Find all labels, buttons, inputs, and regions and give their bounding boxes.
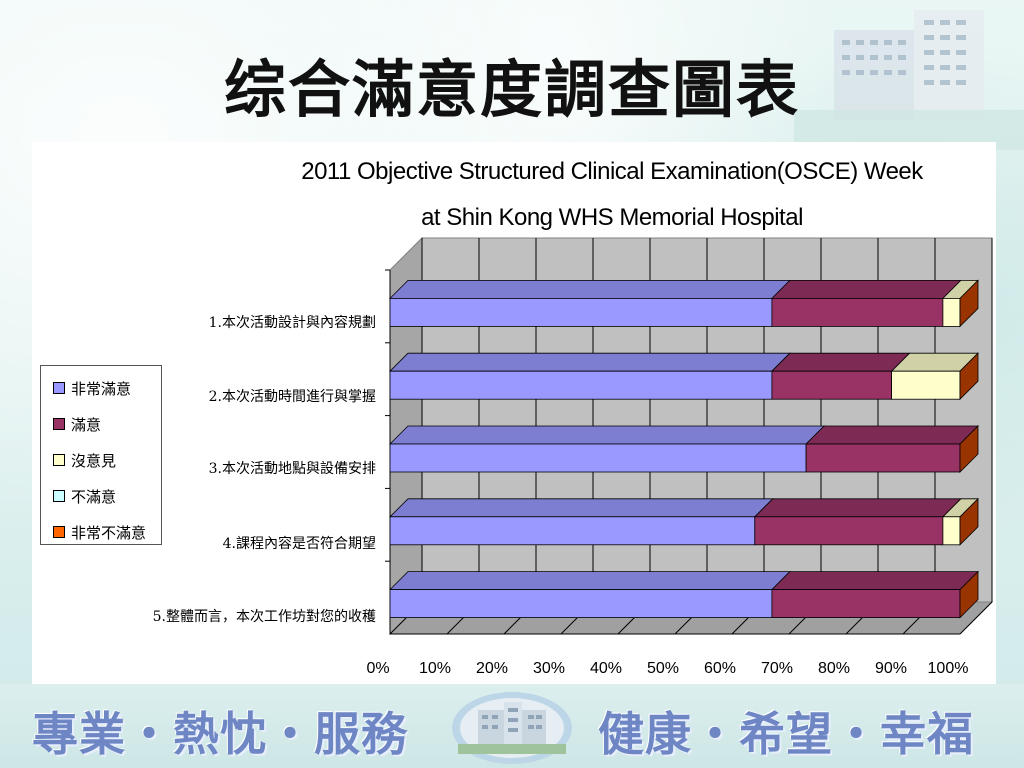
x-tick-label: 0% bbox=[366, 660, 390, 677]
footer-banner: 專業・熱忱・服務 健康・希望・幸福 bbox=[0, 684, 1024, 768]
bar-segment bbox=[389, 370, 773, 400]
bar-end-face bbox=[959, 352, 979, 401]
legend-swatch bbox=[53, 526, 65, 538]
bar-segment bbox=[942, 297, 961, 327]
chart-title: 2011 Objective Structured Clinical Exami… bbox=[301, 158, 923, 185]
bar-segment-top bbox=[770, 571, 979, 591]
legend-item: 不滿意 bbox=[53, 486, 116, 506]
chart-plot bbox=[385, 236, 994, 636]
x-tick-label: 10% bbox=[418, 660, 452, 677]
bar-segment bbox=[389, 516, 756, 546]
legend-label: 滿意 bbox=[71, 415, 102, 434]
footer-slogan-left: 專業・熱忱・服務 bbox=[32, 707, 408, 761]
bar-segment-top bbox=[805, 425, 979, 445]
bar-end-face bbox=[959, 279, 979, 328]
bar-segment-top bbox=[389, 571, 791, 591]
x-tick-label: 60% bbox=[703, 660, 737, 677]
chart-legend: 非常滿意 滿意 沒意見 不滿意 非常不滿意 bbox=[40, 365, 162, 545]
chart-subtitle: at Shin Kong WHS Memorial Hospital bbox=[421, 204, 803, 231]
bar-segment bbox=[891, 370, 961, 400]
bar-segment bbox=[389, 297, 773, 327]
legend-label: 不滿意 bbox=[71, 487, 117, 506]
category-label: 1.本次活動設計與內容規劃 bbox=[208, 315, 376, 331]
x-tick-label: 90% bbox=[874, 660, 908, 677]
x-tick-label: 20% bbox=[475, 660, 509, 677]
legend-label: 非常不滿意 bbox=[71, 523, 147, 542]
bar-segment bbox=[389, 589, 773, 619]
legend-swatch bbox=[53, 490, 65, 502]
legend-label: 沒意見 bbox=[71, 451, 117, 470]
bar-end-face bbox=[959, 425, 979, 473]
x-tick-label: 40% bbox=[589, 660, 623, 677]
category-label: 4.課程內容是否符合期望 bbox=[222, 536, 376, 552]
category-label: 2.本次活動時間進行與掌握 bbox=[208, 389, 376, 405]
bar-segment bbox=[754, 516, 944, 546]
legend-item: 非常不滿意 bbox=[53, 522, 146, 542]
bar-segment-top bbox=[753, 498, 962, 518]
footer-slogan-right: 健康・希望・幸福 bbox=[598, 707, 974, 761]
category-label: 5.整體而言，本次工作坊對您的收穫 bbox=[152, 609, 376, 625]
legend-item: 沒意見 bbox=[53, 450, 116, 470]
bar-segment-top bbox=[389, 498, 774, 518]
x-tick-label: 80% bbox=[817, 660, 851, 677]
legend-swatch bbox=[53, 382, 65, 394]
x-tick-label: 50% bbox=[646, 660, 680, 677]
bar-segment-top bbox=[770, 352, 911, 372]
legend-item: 滿意 bbox=[53, 414, 101, 434]
x-gridline-floor bbox=[959, 601, 993, 635]
bar-segment bbox=[389, 443, 807, 473]
bar-segment bbox=[771, 589, 961, 619]
bar-segment-top bbox=[389, 425, 826, 445]
slide-title: 综合滿意度調查圖表 bbox=[223, 53, 800, 126]
bar-segment bbox=[942, 516, 961, 546]
bar-segment-top bbox=[389, 352, 791, 372]
bar-segment bbox=[771, 370, 893, 400]
bar-segment-top bbox=[389, 279, 791, 299]
x-tick-label: 30% bbox=[532, 660, 566, 677]
category-label: 3.本次活動地點與設備安排 bbox=[208, 461, 376, 477]
bar-end-face bbox=[959, 497, 979, 546]
x-tick-label: 70% bbox=[760, 660, 794, 677]
bar-end-face bbox=[959, 570, 979, 619]
bar-segment bbox=[805, 443, 961, 473]
legend-swatch bbox=[53, 418, 65, 430]
bar-segment-top bbox=[770, 279, 962, 299]
chart-panel: 2011 Objective Structured Clinical Exami… bbox=[32, 142, 996, 684]
bar-segment bbox=[771, 297, 944, 327]
hospital-emblem-image bbox=[452, 692, 572, 764]
legend-label: 非常滿意 bbox=[71, 379, 132, 398]
legend-item: 非常滿意 bbox=[53, 378, 131, 398]
legend-swatch bbox=[53, 454, 65, 466]
x-tick-label: 100% bbox=[927, 660, 969, 677]
